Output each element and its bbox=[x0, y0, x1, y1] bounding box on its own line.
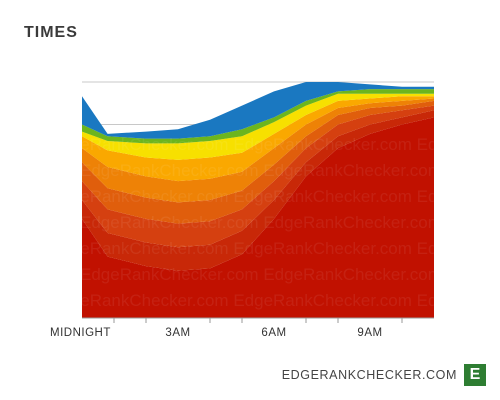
watermark-row-0: EdgeRankChecker.com EdgeRankChecker.com … bbox=[50, 135, 500, 154]
x-tick-label: 9AM bbox=[357, 327, 382, 339]
brand-logo-icon: E bbox=[464, 364, 486, 386]
area-series-7 bbox=[82, 89, 434, 144]
brand: EDGERANKCHECKER.COM E bbox=[282, 364, 486, 386]
x-tick-label: MIDNIGHT bbox=[50, 327, 111, 339]
watermark-row-6: EdgeRankChecker.com EdgeRankChecker.com … bbox=[50, 291, 500, 310]
x-tick-label: 6AM bbox=[261, 327, 286, 339]
watermark-row-1: EdgeRankChecker.com EdgeRankChecker.com … bbox=[80, 161, 500, 180]
area-series-8 bbox=[82, 82, 434, 139]
x-tick-label: 3AM bbox=[165, 327, 190, 339]
brand-text: EDGERANKCHECKER.COM bbox=[281, 368, 457, 382]
x-axis: MIDNIGHT 3AM 6AM 9AM bbox=[50, 317, 434, 339]
watermark-row-5: EdgeRankChecker.com EdgeRankChecker.com … bbox=[80, 265, 500, 284]
area-series-0 bbox=[82, 117, 434, 319]
area-series-3 bbox=[82, 100, 434, 224]
area-series-1 bbox=[82, 110, 434, 271]
watermark-row-4: EdgeRankChecker.com EdgeRankChecker.com … bbox=[50, 239, 500, 258]
watermark-row-3: EdgeRankChecker.com EdgeRankChecker.com … bbox=[80, 213, 500, 232]
area-series-2 bbox=[82, 105, 434, 248]
area-series bbox=[82, 82, 434, 319]
watermark: EdgeRankChecker.com EdgeRankChecker.com … bbox=[50, 135, 500, 310]
area-series-5 bbox=[82, 96, 434, 182]
watermark-row-2: EdgeRankChecker.com EdgeRankChecker.com … bbox=[50, 187, 500, 206]
page-title: TIMES bbox=[24, 24, 78, 41]
